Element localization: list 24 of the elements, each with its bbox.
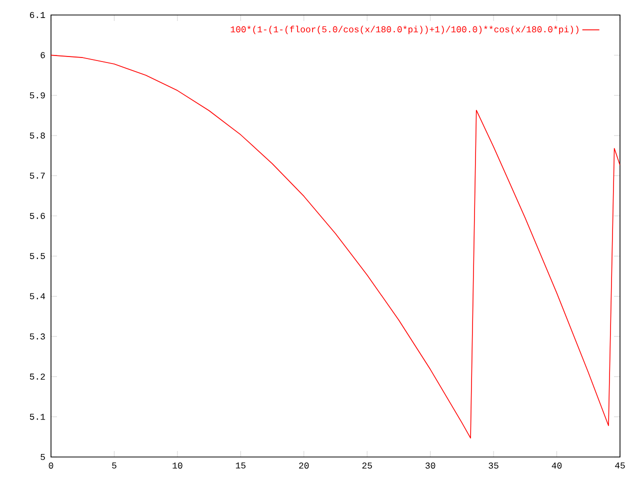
- x-tick-label: 0: [48, 462, 54, 469]
- y-tick-label: 5.9: [30, 92, 45, 98]
- y-tick-label: 5.5: [30, 253, 45, 260]
- x-tick-label: 25: [362, 462, 372, 469]
- x-tick-label: 30: [426, 462, 436, 469]
- y-tick-label: 5.6: [30, 212, 45, 219]
- y-tick-label: 6.1: [30, 12, 46, 18]
- y-tick-label: 5.1: [30, 414, 46, 420]
- legend-label: 100*(1-(1-(floor(5.0/cos(x/180.0*pi))+1)/100.0)**cos(x/180.0*pi)): [230, 26, 578, 34]
- y-tick-label: 5.8: [30, 132, 45, 139]
- y-tick-label: 5.2: [30, 374, 45, 380]
- y-tick-label: 6: [40, 52, 45, 58]
- x-tick-label: 20: [299, 462, 309, 469]
- y-tick-label: 5.7: [30, 172, 45, 179]
- y-tick-label: 5.3: [30, 333, 45, 340]
- x-tick-label: 35: [488, 462, 498, 469]
- x-tick-label: 40: [552, 462, 562, 469]
- y-tick-label: 5: [40, 454, 45, 460]
- y-tick-label: 5.4: [30, 293, 46, 300]
- x-tick-label: 15: [236, 462, 246, 469]
- x-tick-label: 45: [615, 462, 625, 469]
- x-tick-label: 5: [112, 462, 116, 469]
- line-series: [51, 54, 620, 439]
- x-tick-label: 10: [172, 462, 182, 469]
